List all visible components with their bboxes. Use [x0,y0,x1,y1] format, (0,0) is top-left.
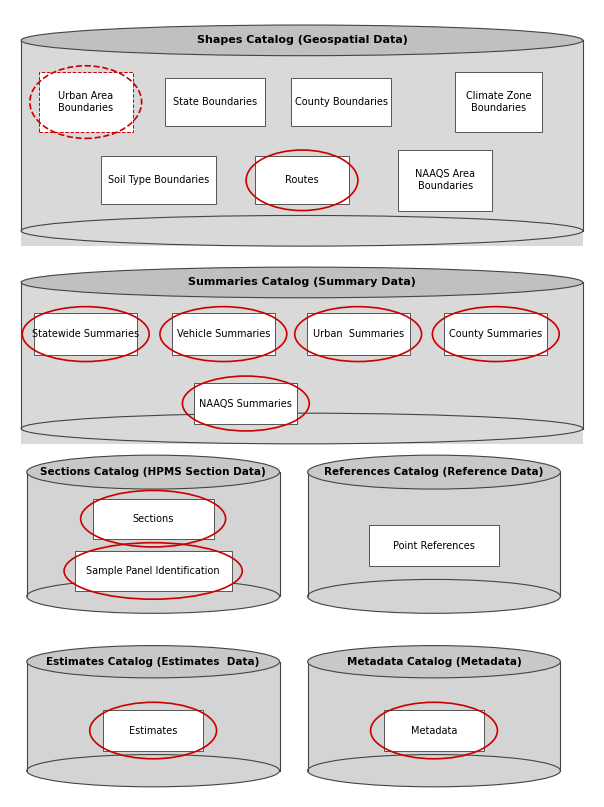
Text: Point References: Point References [393,541,475,550]
Text: Metadata Catalog (Metadata): Metadata Catalog (Metadata) [347,657,521,667]
Ellipse shape [27,646,280,678]
Text: Statewide Summaries: Statewide Summaries [32,329,140,339]
Ellipse shape [27,579,280,613]
Text: County Boundaries: County Boundaries [295,97,388,107]
Ellipse shape [307,579,561,613]
Text: State Boundaries: State Boundaries [173,97,257,107]
Bar [27,662,280,771]
Text: Sections: Sections [132,514,174,524]
Ellipse shape [307,755,561,787]
Bar [103,710,203,751]
Ellipse shape [21,215,583,246]
Bar [307,662,561,771]
Bar [307,313,410,355]
Text: Summaries Catalog (Summary Data): Summaries Catalog (Summary Data) [188,278,416,287]
Bar [399,150,492,211]
Bar [21,282,583,444]
Bar [27,472,280,596]
Text: Metadata: Metadata [411,725,457,735]
Ellipse shape [307,455,561,489]
Text: Soil Type Boundaries: Soil Type Boundaries [108,175,210,186]
Text: Vehicle Summaries: Vehicle Summaries [177,329,270,339]
Bar [93,499,214,539]
Bar [307,472,561,596]
Text: Shapes Catalog (Geospatial Data): Shapes Catalog (Geospatial Data) [196,36,408,45]
Bar [255,156,349,204]
Text: Urban Area
Boundaries: Urban Area Boundaries [58,91,114,113]
Ellipse shape [21,267,583,298]
Ellipse shape [27,455,280,489]
Bar [384,710,484,751]
Ellipse shape [21,413,583,444]
Text: County Summaries: County Summaries [449,329,542,339]
Text: Routes: Routes [285,175,319,186]
Text: NAAQS Summaries: NAAQS Summaries [199,399,292,408]
Bar [21,40,583,246]
Bar [194,383,297,424]
Bar [39,72,132,132]
Bar [75,551,232,591]
Bar [165,78,265,127]
Text: Estimates: Estimates [129,725,178,735]
Bar [101,156,216,204]
Ellipse shape [307,646,561,678]
Bar [34,313,137,355]
Text: Sections Catalog (HPMS Section Data): Sections Catalog (HPMS Section Data) [40,467,266,477]
Text: Estimates Catalog (Estimates  Data): Estimates Catalog (Estimates Data) [47,657,260,667]
Ellipse shape [21,25,583,56]
Ellipse shape [27,755,280,787]
Text: Urban  Summaries: Urban Summaries [313,329,403,339]
Text: References Catalog (Reference Data): References Catalog (Reference Data) [324,467,544,477]
Text: Sample Panel Identification: Sample Panel Identification [86,566,220,576]
Bar [445,313,547,355]
Text: NAAQS Area
Boundaries: NAAQS Area Boundaries [415,169,475,191]
Bar [172,313,275,355]
Bar [455,72,542,132]
Text: Climate Zone
Boundaries: Climate Zone Boundaries [466,91,532,113]
Bar [369,525,499,566]
Bar [292,78,391,127]
